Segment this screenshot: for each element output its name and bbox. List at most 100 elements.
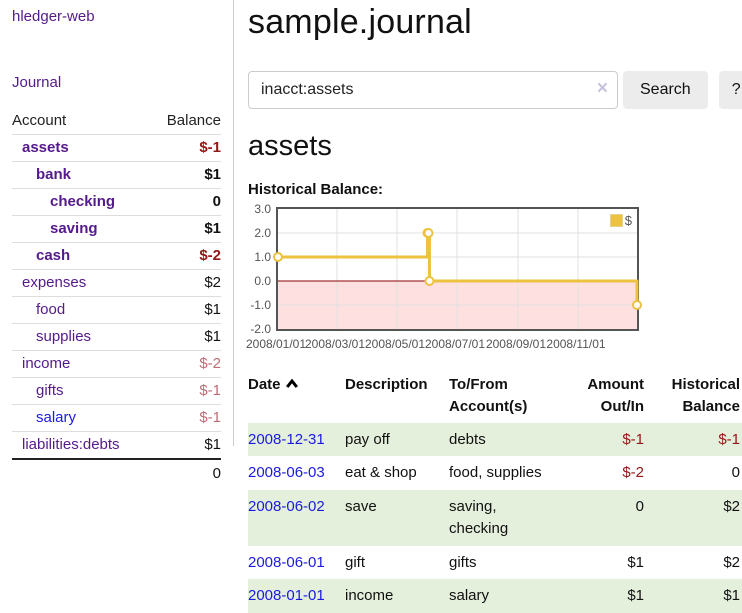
nav-journal-link[interactable]: Journal <box>12 74 62 91</box>
register-amount: $1 <box>627 553 644 571</box>
account-row: checking 0 <box>12 188 221 216</box>
account-row: assets $-1 <box>12 134 221 162</box>
register-date-cell: 2008-12-31 <box>248 422 345 457</box>
account-row: saving $1 <box>12 215 221 243</box>
register-date-cell: 2008-06-01 <box>248 546 345 580</box>
register-accounts: salary <box>449 579 561 613</box>
register-row[interactable]: 2008-06-01 gift gifts $1 $2 <box>248 546 742 580</box>
accounts-total-row: 0 <box>12 458 221 487</box>
register-accounts: debts <box>449 422 561 457</box>
register-amount: $-1 <box>561 422 646 457</box>
register-accounts: food, supplies <box>449 464 542 482</box>
register-date-link[interactable]: 2008-06-02 <box>248 498 325 515</box>
account-link-cash[interactable]: cash <box>36 247 71 264</box>
legend-swatch-icon <box>609 214 623 227</box>
account-link-expenses[interactable]: expenses <box>22 274 87 291</box>
account-link-gifts[interactable]: gifts <box>36 382 64 399</box>
x-axis-tick: 2008/05/01 <box>364 337 426 351</box>
account-link-salary[interactable]: salary <box>36 409 77 426</box>
page-title: sample.journal <box>248 3 472 41</box>
account-link-bank[interactable]: bank <box>36 166 72 183</box>
account-row: food $1 <box>12 296 221 324</box>
accounts-total-value: 0 <box>150 458 221 487</box>
register-header-date[interactable]: Date <box>248 369 345 423</box>
accounts-header-row: Account Balance <box>12 108 221 135</box>
register-table: Date Description To/From Account(s) Amou… <box>248 369 742 613</box>
main-content: sample.journal × Search ? assets Histori… <box>246 0 742 613</box>
legend-label: $ <box>624 213 632 228</box>
register-date-link[interactable]: 2008-06-03 <box>248 464 325 482</box>
chart-canvas <box>273 209 642 329</box>
chart-legend: $ <box>607 212 634 229</box>
brand-link[interactable]: hledger-web <box>12 8 95 25</box>
account-row: gifts $-1 <box>12 377 221 405</box>
account-link-supplies[interactable]: supplies <box>36 328 92 345</box>
x-axis-tick: 2008/03/01 <box>304 337 366 351</box>
register-balance: $-1 <box>646 422 742 457</box>
chart-title: Historical Balance: <box>248 181 384 198</box>
accounts-header-balance: Balance <box>150 108 221 135</box>
register-date-link[interactable]: 2008-12-31 <box>248 430 325 448</box>
register-header-description: Description <box>345 376 428 393</box>
register-description: pay off <box>345 422 449 457</box>
account-balance: 0 <box>150 188 221 216</box>
register-row[interactable]: 2008-06-03 eat & shop food, supplies $-2 0 <box>248 456 742 490</box>
register-row[interactable]: 2008-12-31 pay off debts $-1 $-1 <box>248 422 742 457</box>
search-form: × Search ? <box>248 71 742 109</box>
account-balance: $1 <box>150 215 221 243</box>
accounts-total-spacer <box>12 458 151 487</box>
register-date-cell: 2008-06-02 <box>248 490 345 546</box>
x-axis-labels: 2008/01/01 2008/03/01 2008/05/01 2008/07/01… <box>246 337 742 353</box>
account-link-assets[interactable]: assets <box>22 139 69 156</box>
accounts-table: Account Balance assets $-1 bank $1 checking 0… <box>12 108 221 487</box>
account-link-saving[interactable]: saving <box>50 220 98 237</box>
register-row[interactable]: 2008-06-02 save saving, checking 0 $2 <box>248 490 742 546</box>
account-row: income $-2 <box>12 350 221 378</box>
register-amount: $1 <box>561 579 646 613</box>
register-date-link[interactable]: 2008-01-01 <box>248 587 325 605</box>
account-row: bank $1 <box>12 161 221 189</box>
account-balance: $-2 <box>150 350 221 378</box>
account-heading: assets <box>248 130 332 162</box>
account-link-food[interactable]: food <box>36 301 66 318</box>
balance-chart[interactable]: 3.0 2.0 1.0 0.0 -1.0 -2.0 $ 2008/01/01 2008/03… <box>246 202 742 353</box>
y-axis-tick: -1.0 <box>250 298 271 312</box>
sidebar: hledger-web Journal Account Balance asse… <box>0 0 234 487</box>
account-balance: $-1 <box>150 134 221 162</box>
register-header-row: Date Description To/From Account(s) Amou… <box>248 369 742 423</box>
register-date-link[interactable]: 2008-06-01 <box>248 553 325 571</box>
y-axis-tick: -2.0 <box>250 322 271 336</box>
register-amount: 0 <box>561 490 646 546</box>
search-input[interactable] <box>248 71 618 109</box>
account-link-income[interactable]: income <box>22 355 71 372</box>
register-header-date-label: Date <box>248 376 281 393</box>
x-axis-tick: 2008/11/01 <box>546 337 606 351</box>
account-balance: $1 <box>150 161 221 189</box>
register-date-cell: 2008-01-01 <box>248 579 345 613</box>
account-balance: $-1 <box>150 404 221 432</box>
register-date-cell: 2008-06-03 <box>248 456 345 490</box>
account-row: supplies $1 <box>12 323 221 351</box>
account-link-checking[interactable]: checking <box>50 193 116 210</box>
account-balance: $1 <box>204 436 221 453</box>
x-axis-tick: 2008/07/01 <box>424 337 486 351</box>
register-description: save <box>345 490 449 546</box>
accounts-header-account: Account <box>12 108 151 135</box>
register-description: eat & shop <box>345 464 417 482</box>
sort-ascending-icon[interactable] <box>285 378 299 389</box>
help-button[interactable]: ? <box>718 71 742 109</box>
y-axis-tick: 2.0 <box>254 226 271 240</box>
account-balance: $-1 <box>150 377 221 405</box>
register-balance: $2 <box>646 490 742 546</box>
y-axis-tick: 1.0 <box>254 250 271 264</box>
register-accounts: gifts <box>449 553 477 571</box>
register-row[interactable]: 2008-01-01 income salary $1 $1 <box>248 579 742 613</box>
plot-area[interactable]: $ <box>273 207 642 331</box>
register-header-accounts: To/From Account(s) <box>449 376 528 415</box>
search-button[interactable]: Search <box>623 71 708 109</box>
account-balance: $2 <box>150 269 221 297</box>
register-description: gift <box>345 553 366 571</box>
account-balance: $1 <box>150 296 221 324</box>
account-link-liabilities-debts[interactable]: liabilities:debts <box>22 436 120 453</box>
clear-search-icon[interactable]: × <box>596 78 608 99</box>
